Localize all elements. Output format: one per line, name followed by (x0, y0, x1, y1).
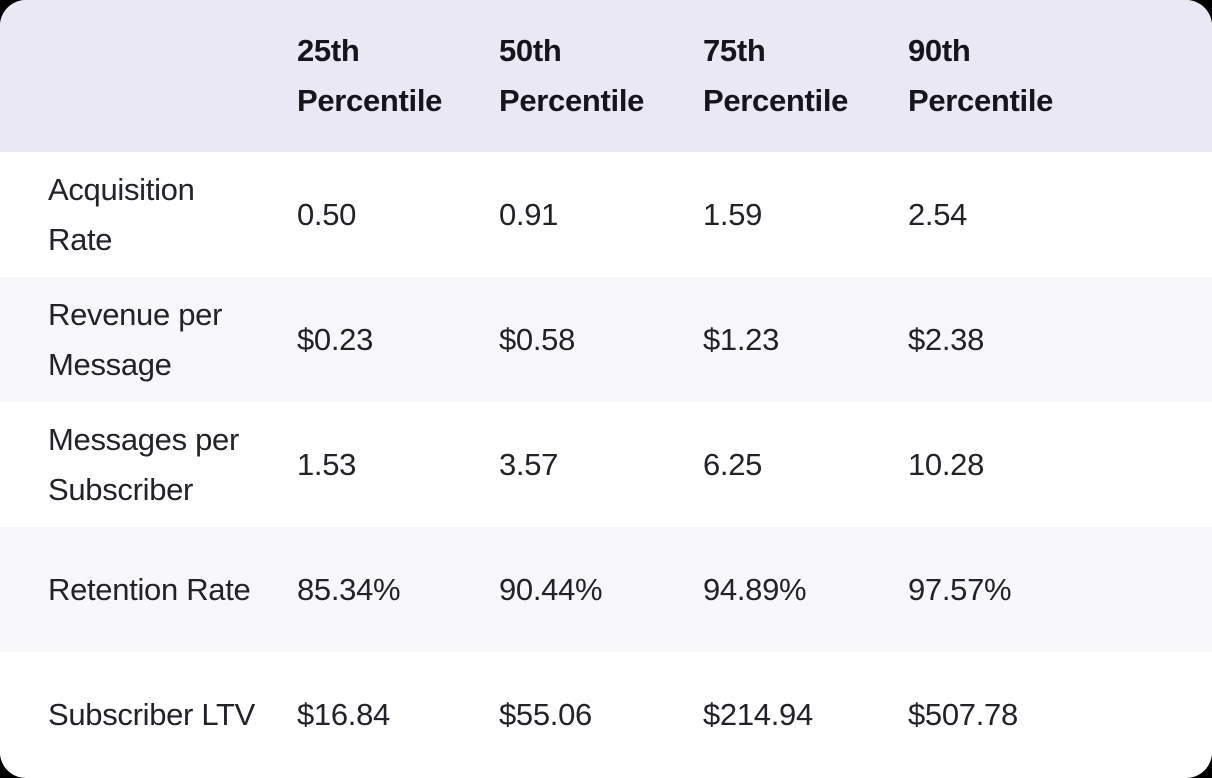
table-row-acquisition-rate: Acquisition Rate 0.50 0.91 1.59 2.54 (0, 152, 1212, 277)
header-line: 25th (297, 33, 360, 68)
cell-value: 1.53 (297, 446, 357, 482)
cell-value: $1.23 (703, 321, 780, 357)
header-line: Percentile (297, 83, 443, 118)
header-line: 50th (499, 33, 562, 68)
row-label: Messages per Subscriber (0, 415, 297, 515)
cell-value: $0.58 (499, 321, 576, 357)
cell-value: $0.23 (297, 321, 374, 357)
cell-value: 94.89% (703, 571, 807, 607)
row-label: Revenue per Message (0, 290, 297, 390)
table-row-revenue-per-message: Revenue per Message $0.23 $0.58 $1.23 $2… (0, 277, 1212, 402)
cell-value: 10.28 (908, 446, 985, 482)
header-cell-90th-percentile: 90th Percentile (908, 26, 1212, 126)
cell-value: 1.59 (703, 196, 763, 232)
cell-value: 90.44% (499, 571, 603, 607)
row-label-line: Subscriber LTV (48, 696, 255, 732)
header-line: Percentile (703, 83, 849, 118)
cell-value: $2.38 (908, 321, 985, 357)
cell-value: 97.57% (908, 571, 1012, 607)
cell-value: 85.34% (297, 571, 401, 607)
cell-value: 0.50 (297, 196, 357, 232)
cell-value: $214.94 (703, 696, 813, 732)
cell-value: $55.06 (499, 696, 592, 732)
header-line: Percentile (499, 83, 645, 118)
cell-value: $507.78 (908, 696, 1018, 732)
header-cell-50th-percentile: 50th Percentile (499, 26, 703, 126)
row-label: Acquisition Rate (0, 165, 297, 265)
cell-value: 2.54 (908, 196, 968, 232)
header-line: 90th (908, 33, 971, 68)
row-label-line: Acquisition (48, 171, 195, 207)
row-label-line: Subscriber (48, 471, 194, 507)
cell-value: 0.91 (499, 196, 559, 232)
header-cell-75th-percentile: 75th Percentile (703, 26, 908, 126)
row-label-line: Message (48, 346, 172, 382)
row-label-line: Messages per (48, 421, 239, 457)
header-cell-25th-percentile: 25th Percentile (297, 26, 499, 126)
table-row-subscriber-ltv: Subscriber LTV $16.84 $55.06 $214.94 $50… (0, 652, 1212, 777)
header-line: Percentile (908, 83, 1054, 118)
row-label: Subscriber LTV (0, 690, 297, 740)
row-label: Retention Rate (0, 565, 297, 615)
cell-value: $16.84 (297, 696, 390, 732)
table-row-messages-per-subscriber: Messages per Subscriber 1.53 3.57 6.25 1… (0, 402, 1212, 527)
row-label-line: Retention Rate (48, 571, 251, 607)
cell-value: 3.57 (499, 446, 559, 482)
cell-value: 6.25 (703, 446, 763, 482)
table-row-retention-rate: Retention Rate 85.34% 90.44% 94.89% 97.5… (0, 527, 1212, 652)
header-line: 75th (703, 33, 766, 68)
row-label-line: Rate (48, 221, 113, 257)
table-header-row: 25th Percentile 50th Percentile 75th Per… (0, 0, 1212, 152)
row-label-line: Revenue per (48, 296, 223, 332)
